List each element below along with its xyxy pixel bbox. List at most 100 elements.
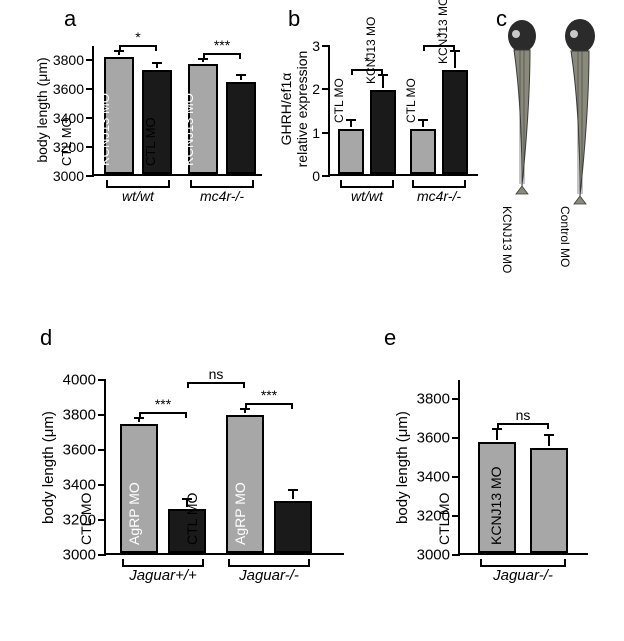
ytick xyxy=(452,398,460,400)
bar: KCNJ13 MO xyxy=(226,82,256,174)
group-label: mc4r-/- xyxy=(410,188,468,204)
ytick-label: 4000 xyxy=(63,372,96,389)
y-axis-title: body length (μm) xyxy=(40,380,57,555)
ytick-label: 0 xyxy=(312,168,320,184)
group-label: Jaguar-/- xyxy=(478,567,568,584)
bar-label: AgRP MO xyxy=(232,465,248,545)
bar-label: CTL MO xyxy=(184,465,200,545)
ytick xyxy=(86,175,94,177)
ytick xyxy=(322,175,330,177)
bar-label: KCNJ13 MO xyxy=(97,86,112,166)
chart-b: GHRH/ef1αrelative expression0123CTL MOKC… xyxy=(288,20,488,220)
group-bracket xyxy=(106,180,170,188)
error-bar xyxy=(548,435,550,446)
group-label: Jaguar-/- xyxy=(226,567,312,584)
ytick xyxy=(98,554,106,556)
group-label: Jaguar+/+ xyxy=(120,567,206,584)
bar: CTL MO xyxy=(410,129,436,175)
ytick xyxy=(98,484,106,486)
group-label: wt/wt xyxy=(338,188,396,204)
ytick xyxy=(322,45,330,47)
bar-label: CTL MO xyxy=(78,465,94,545)
group-bracket xyxy=(412,180,466,188)
plot-area: 300032003400360038004000CTL MOAgRP MOCTL… xyxy=(104,380,344,555)
ytick xyxy=(322,132,330,134)
significance-label: *** xyxy=(155,396,171,412)
fish-label-kcnj13: KCNJ13 MO xyxy=(500,206,514,273)
ytick xyxy=(322,88,330,90)
ytick-label: 3000 xyxy=(417,547,450,564)
error-cap xyxy=(544,434,554,436)
significance-label: * xyxy=(135,29,140,45)
significance-bracket xyxy=(497,423,549,429)
chart-a: body length (μm) 30003200340036003800CTL … xyxy=(36,20,276,220)
panel-label-d: d xyxy=(40,325,52,351)
error-cap xyxy=(418,119,428,121)
ytick-label: 3800 xyxy=(63,407,96,424)
panel-c-images: KCNJ13 MO Control MO xyxy=(496,16,616,226)
bar: CTL MO xyxy=(338,129,364,175)
bar-label: AgRP MO xyxy=(126,465,142,545)
bar-label: CTL MO xyxy=(59,86,74,166)
bar: KCNJ13 MO xyxy=(442,70,468,174)
ytick xyxy=(452,554,460,556)
ytick xyxy=(98,519,106,521)
significance-bracket xyxy=(203,53,241,59)
group-label: wt/wt xyxy=(104,188,172,204)
bar-label: CTL MO xyxy=(332,78,346,123)
significance-bracket xyxy=(245,403,293,409)
ytick-label: 2 xyxy=(312,81,320,97)
significance-label: * xyxy=(436,29,441,45)
y-axis-title: GHRH/ef1αrelative expression xyxy=(278,44,310,174)
plot-area: 30003200340036003800CTL MOKCNJ13 MOJagua… xyxy=(458,380,588,555)
error-bar xyxy=(454,51,456,68)
plot-area: 0123CTL MOKCNJ13 MOCTL MOKCNJ13 MOwt/wtm… xyxy=(328,46,478,176)
significance-label: ns xyxy=(209,366,224,382)
ytick-label: 3000 xyxy=(63,547,96,564)
ytick xyxy=(86,88,94,90)
significance-bracket xyxy=(139,412,187,418)
ytick-label: 3600 xyxy=(417,430,450,447)
significance-label: ns xyxy=(516,407,531,423)
ytick-label: 3600 xyxy=(63,442,96,459)
ytick xyxy=(98,379,106,381)
ytick xyxy=(86,59,94,61)
chart-d: body length (μm)300032003400360038004000… xyxy=(42,350,352,600)
ytick xyxy=(98,449,106,451)
bar-label: CTL MO xyxy=(436,465,452,545)
error-cap xyxy=(346,119,356,121)
error-bar xyxy=(292,490,294,499)
group-bracket xyxy=(480,559,566,567)
ytick xyxy=(98,414,106,416)
ytick xyxy=(86,146,94,148)
ytick xyxy=(452,476,460,478)
significance-bracket xyxy=(423,45,455,51)
bar: KCNJ13 MO xyxy=(370,90,396,175)
ytick xyxy=(452,437,460,439)
chart-e: body length (μm)30003200340036003800CTL … xyxy=(396,350,606,600)
bar-label: KCNJ13 MO xyxy=(181,86,196,166)
significance-bracket xyxy=(119,45,157,51)
ytick-label: 3800 xyxy=(417,391,450,408)
bar-label: CTL MO xyxy=(404,78,418,123)
group-bracket xyxy=(190,180,254,188)
group-label: mc4r-/- xyxy=(188,188,256,204)
significance-bracket xyxy=(187,382,245,388)
error-cap xyxy=(288,489,298,491)
fish-label-control: Control MO xyxy=(558,206,572,267)
ytick-label: 3000 xyxy=(53,168,84,184)
error-bar xyxy=(382,75,384,88)
ytick-label: 3 xyxy=(312,38,320,54)
plot-area: 30003200340036003800CTL MOKCNJ13 MOCTL M… xyxy=(92,46,262,176)
significance-label: * xyxy=(364,53,369,69)
group-bracket xyxy=(340,180,394,188)
y-axis-title: body length (μm) xyxy=(34,45,50,175)
significance-label: *** xyxy=(214,37,230,53)
ytick-label: 1 xyxy=(312,125,320,141)
bar: KCNJ13 MO xyxy=(530,448,568,553)
fish-image-control xyxy=(554,16,606,206)
bar: AgRP MO xyxy=(274,501,312,554)
fish-image-kcnj13 xyxy=(496,16,548,196)
group-bracket xyxy=(122,559,204,567)
ytick-label: 3800 xyxy=(53,52,84,68)
